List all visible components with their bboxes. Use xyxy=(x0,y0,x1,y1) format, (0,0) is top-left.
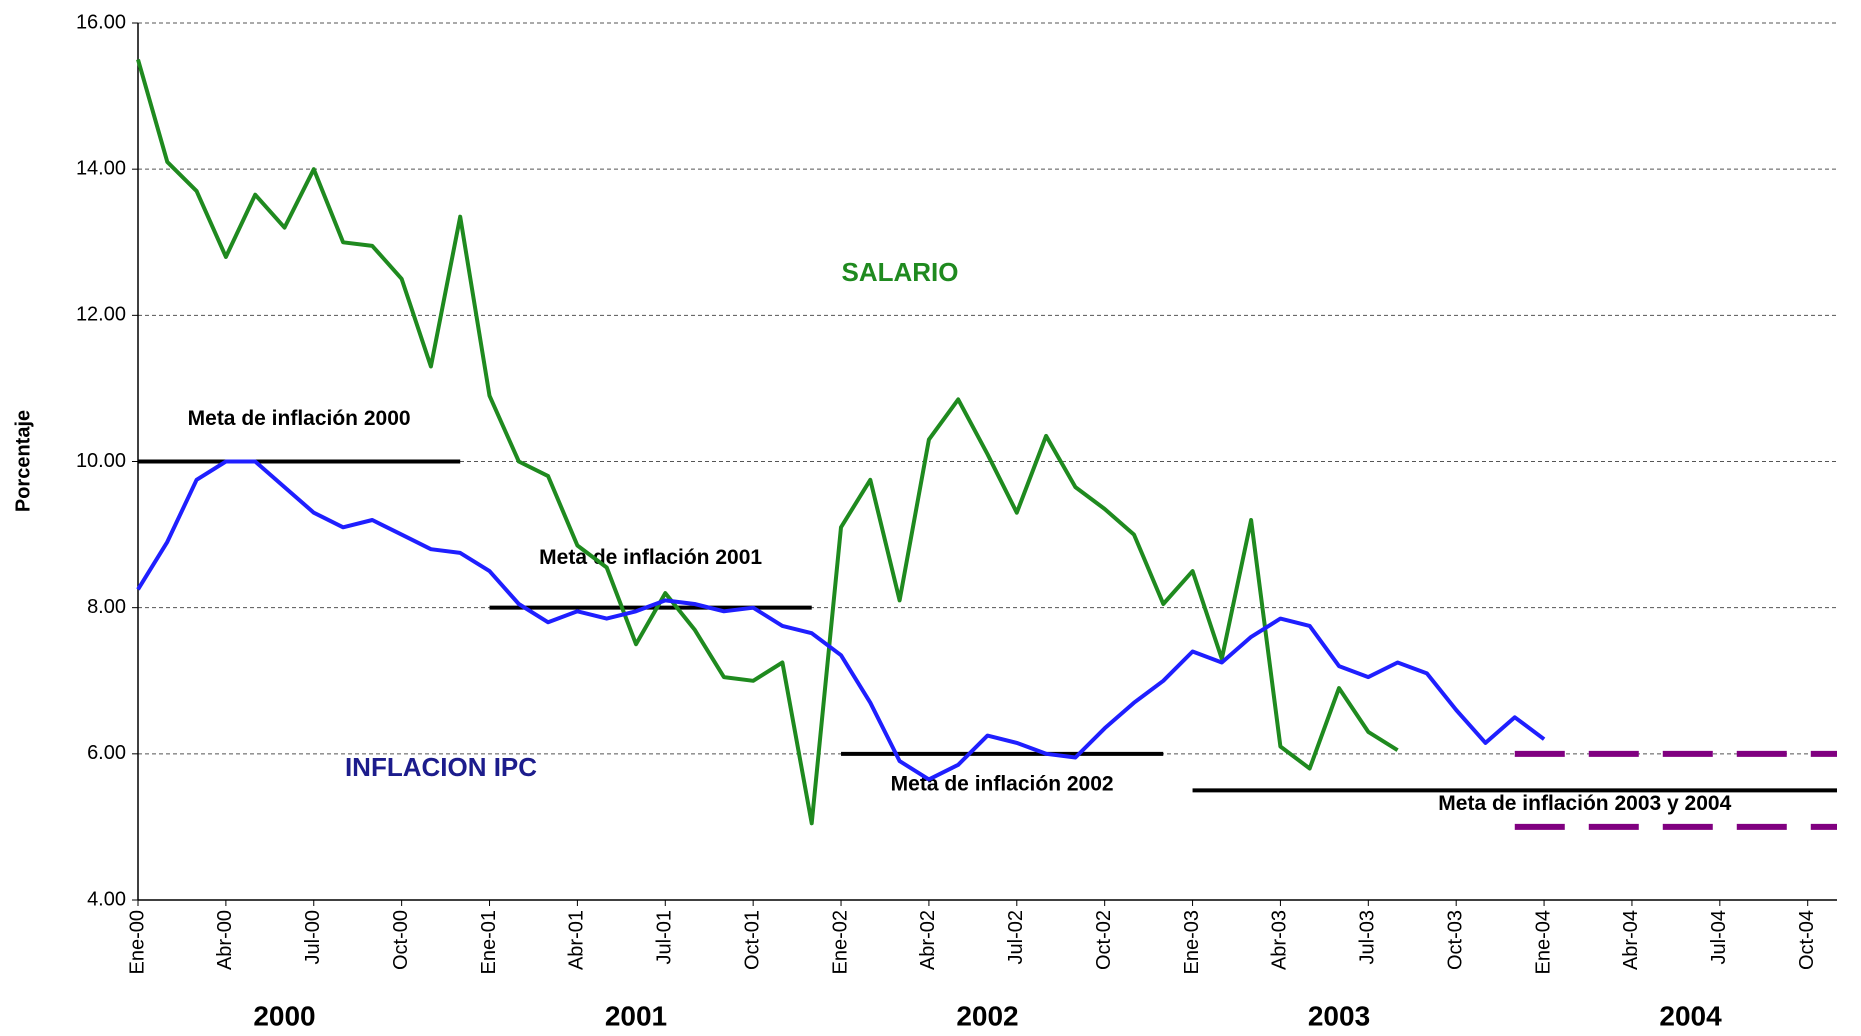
x-tick-label: Abr-01 xyxy=(566,910,588,970)
y-tick-label: 16.00 xyxy=(76,11,126,33)
x-tick-label: Oct-04 xyxy=(1796,910,1818,970)
y-tick-label: 6.00 xyxy=(87,742,126,764)
target-label: Meta de inflación 2001 xyxy=(539,546,762,569)
x-tick-label: Ene-03 xyxy=(1181,910,1203,975)
target-label: Meta de inflación 2000 xyxy=(188,407,411,430)
x-tick-label: Ene-00 xyxy=(126,910,148,975)
x-tick-label: Jul-04 xyxy=(1708,910,1730,964)
series-label: INFLACION IPC xyxy=(345,752,537,782)
series-line xyxy=(136,459,1546,782)
x-tick-label: Ene-02 xyxy=(829,910,851,975)
year-label: 2004 xyxy=(1659,1000,1722,1031)
y-tick-label: 12.00 xyxy=(76,304,126,326)
x-tick-label: Abr-04 xyxy=(1620,910,1642,970)
x-tick-label: Abr-02 xyxy=(917,910,939,970)
year-label: 2000 xyxy=(253,1000,315,1031)
y-tick-label: 4.00 xyxy=(87,888,126,910)
year-label: 2003 xyxy=(1308,1000,1370,1031)
y-tick-label: 10.00 xyxy=(76,450,126,472)
x-tick-label: Oct-00 xyxy=(390,910,412,970)
x-tick-label: Jul-02 xyxy=(1005,910,1027,964)
x-tick-label: Jul-03 xyxy=(1357,910,1379,964)
target-label: Meta de inflación 2003 y 2004 xyxy=(1438,792,1731,815)
series-line xyxy=(136,58,1399,826)
y-tick-label: 8.00 xyxy=(87,596,126,618)
x-tick-label: Ene-04 xyxy=(1532,910,1554,975)
x-tick-label: Oct-02 xyxy=(1093,910,1115,970)
x-tick-label: Ene-01 xyxy=(478,910,500,975)
y-tick-label: 14.00 xyxy=(76,157,126,179)
year-label: 2002 xyxy=(956,1000,1018,1031)
x-tick-label: Jul-00 xyxy=(302,910,324,964)
x-tick-label: Oct-03 xyxy=(1444,910,1466,970)
series-label: SALARIO xyxy=(842,257,959,287)
x-tick-label: Abr-00 xyxy=(214,910,236,970)
x-tick-label: Abr-03 xyxy=(1269,910,1291,970)
x-tick-label: Jul-01 xyxy=(654,910,676,964)
year-label: 2001 xyxy=(605,1000,667,1031)
target-label: Meta de inflación 2002 xyxy=(891,772,1114,795)
y-axis-label: Porcentaje xyxy=(12,410,34,512)
x-tick-label: Oct-01 xyxy=(741,910,763,970)
